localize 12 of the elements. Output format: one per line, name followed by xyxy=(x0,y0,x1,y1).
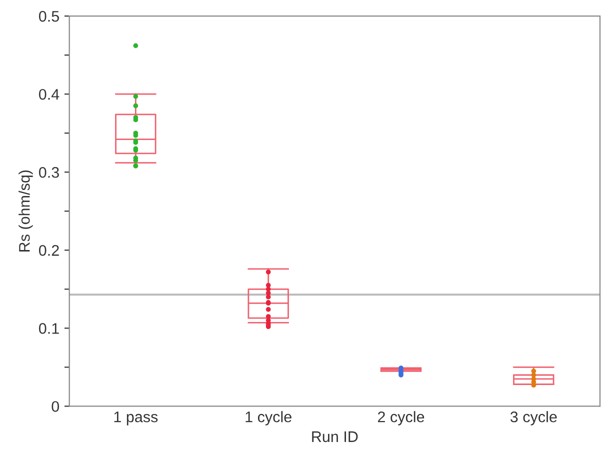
x-tick-label: 1 cycle xyxy=(246,411,292,426)
x-tick-label: 3 cycle xyxy=(510,411,557,426)
x-axis-title: Run ID xyxy=(312,431,358,442)
y-tick-label: 0.2 xyxy=(38,245,59,256)
x-tick-label: 1 pass xyxy=(114,412,158,426)
y-tick-label: 0.5 xyxy=(38,10,59,22)
y-tick-label: 0.3 xyxy=(38,166,59,178)
y-tick-label: 0.4 xyxy=(38,88,60,100)
y-tick-label: 0.1 xyxy=(38,323,59,334)
x-tick-label: 2 cycle xyxy=(378,411,424,426)
y-tick-label: 0 xyxy=(52,401,60,412)
y-axis-title: Rs (ohm/sq) xyxy=(18,170,33,252)
